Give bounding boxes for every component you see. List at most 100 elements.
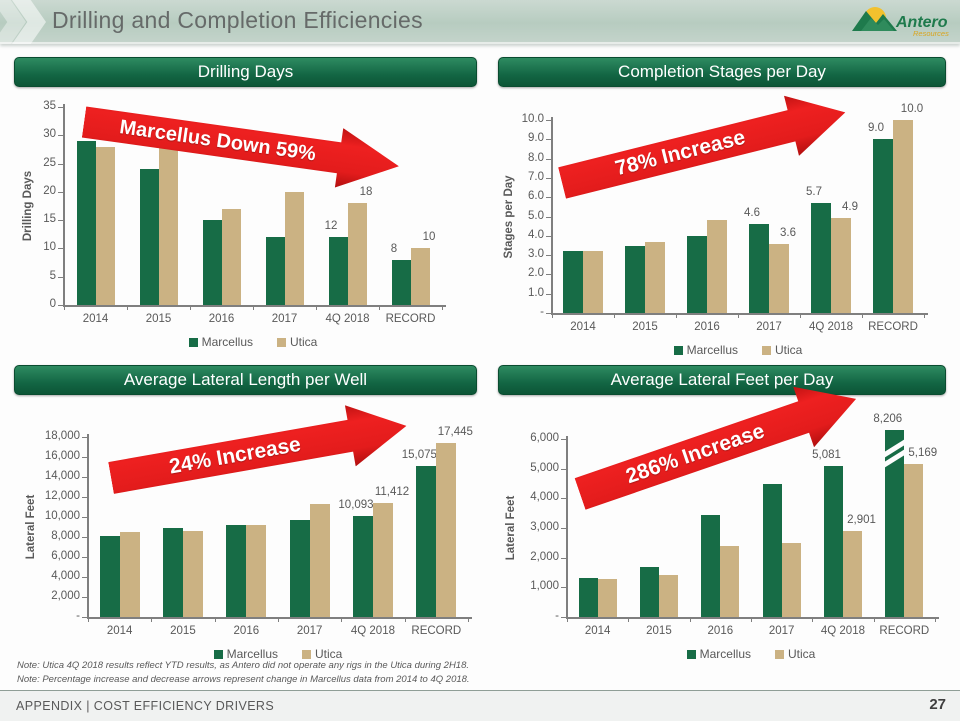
bar-utica-4q-2018 [831,218,851,313]
y-axis-title: Drilling Days [22,170,34,242]
y-tick-mark [82,457,87,458]
x-category-label: 2017 [271,313,298,325]
x-tick-mark [800,313,801,318]
x-tick-mark [151,617,153,622]
y-tick-label: 9.0 [528,132,544,145]
x-category-label: RECORD [385,313,436,325]
bar-utica-2015 [659,574,678,617]
y-tick-label: 2,000 [51,590,80,602]
x-tick-mark [404,617,406,622]
y-tick-label: 8.0 [528,151,544,164]
x-category-label: 2015 [646,625,672,637]
x-category-label: 2016 [233,625,260,637]
bar-marcellus-record [391,259,411,305]
bar-marcellus-record [881,430,909,617]
y-tick-label: 10.0 [521,113,544,125]
chart-lateral-feet-per-day: 6,000 5,000 4,000 3,000 2,000 1,000 - 2014 2015 2… [498,365,946,661]
y-tick-label: 4.0 [528,228,544,241]
data-label: 9.0 [868,122,884,135]
y-tick-label: 3,000 [530,521,559,533]
y-tick-label: 3.0 [528,248,544,261]
y-tick-mark [82,617,87,618]
x-category-label: 2015 [170,625,196,637]
bar-utica-record [436,442,457,618]
x-tick-mark [738,313,739,318]
bar-utica-record [904,463,924,617]
y-tick-mark [82,557,87,558]
y-tick-mark [546,158,551,160]
y-tick-label: 6,000 [51,550,80,562]
y-axis-title: Lateral Feet [25,494,37,560]
x-tick-mark [862,313,863,318]
legend-item-utica: Utica [277,335,317,349]
bar-marcellus-4q-2018 [328,237,348,305]
y-tick-mark [561,439,566,440]
data-label: 17,445 [437,425,473,438]
x-category-label: 2016 [707,625,734,637]
legend: Marcellus Utica [88,647,468,661]
y-tick-label: 6,000 [530,432,559,444]
bar-utica-2016 [707,220,727,313]
bar-marcellus-2014 [563,251,583,313]
y-tick-label: 6.0 [528,190,544,203]
y-tick-mark [561,468,566,470]
y-tick-mark [82,517,87,518]
y-tick-mark [546,274,551,276]
legend-label: Utica [290,335,318,349]
panel-lateral-length: Average Lateral Length per Well 18,000 16… [14,365,477,661]
bar-marcellus-2016 [226,525,247,617]
x-tick-mark [127,305,128,310]
y-tick-label: 30 [43,128,56,141]
x-category-label: RECORD [411,625,462,637]
bar-utica-2017 [769,243,789,313]
data-label: 18 [359,186,373,199]
legend-swatch-icon [673,345,683,355]
bar-marcellus-2016 [202,220,222,305]
bar-utica-2017 [309,503,330,617]
x-tick-mark [676,313,677,318]
legend-swatch-icon [775,649,784,659]
antero-logo-icon: Antero Resources [852,7,949,38]
y-tick-mark [82,577,87,578]
y-tick-mark [546,235,551,237]
legend-label: Marcellus [226,647,278,661]
y-tick-label: 5 [49,269,56,282]
bar-marcellus-2014 [578,578,598,617]
data-label: 10,093 [338,499,374,512]
x-category-label: 2015 [632,321,658,333]
bar-utica-record [410,248,430,305]
bar-marcellus-4q-2018 [353,516,373,617]
x-category-label: 2014 [584,625,611,637]
bar-marcellus-2017 [289,520,310,617]
x-category-label: RECORD [868,321,918,333]
bar-utica-record [893,120,913,313]
x-category-label: 2017 [768,625,795,637]
chart-title: Completion Stages per Day [498,57,946,87]
bar-utica-2017 [284,191,304,305]
bar-utica-2015 [158,135,178,305]
legend: Marcellus Utica [552,343,924,357]
bar-marcellus-2016 [701,514,721,618]
y-tick-label: 7.0 [528,170,544,183]
x-tick-mark [190,305,191,310]
x-category-label: 4Q 2018 [350,625,395,637]
y-tick-mark [561,617,566,618]
y-tick-label: 5.0 [528,209,544,222]
y-tick-mark [82,437,87,438]
legend-swatch-icon [762,345,771,355]
y-tick-mark [561,498,566,500]
y-tick-mark [58,220,63,222]
bar-marcellus-2015 [139,169,159,305]
y-tick-label: 35 [43,100,56,112]
y-tick-label: 2.0 [528,267,544,280]
bar-utica-2016 [246,524,267,617]
x-category-label: 2015 [145,313,172,325]
slide-header: Drilling and Completion Efficiencies Ant… [0,0,960,44]
y-tick-mark [561,557,566,559]
footnotes: Note: Utica 4Q 2018 results reflect YTD … [17,659,470,686]
bar-utica-4q-2018 [347,203,367,305]
x-category-label: RECORD [879,625,930,637]
x-tick-mark [64,305,65,310]
legend-swatch-icon [277,337,286,347]
y-tick-mark [58,305,63,306]
